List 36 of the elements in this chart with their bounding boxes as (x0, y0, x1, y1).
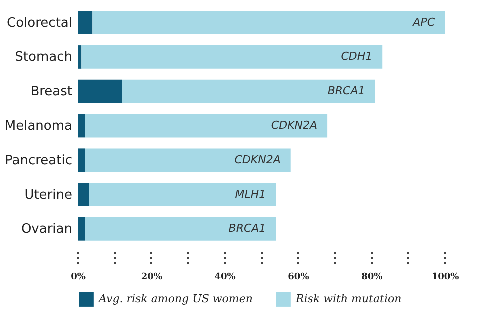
bar (82, 46, 383, 69)
y-tick-label: Melanoma (4, 119, 72, 134)
annotation: CDH1 (341, 50, 373, 64)
y-tick-label: Breast (30, 84, 72, 100)
x-tick-label: 0% (71, 272, 86, 282)
bar (92, 11, 445, 35)
annotation: BRCA1 (328, 84, 366, 98)
bar (85, 114, 328, 138)
annotation: MLH1 (235, 188, 266, 201)
bar (78, 114, 86, 138)
annotation: CDKN2A (234, 153, 281, 166)
x-tick-label: 80% (362, 272, 384, 282)
x-tick-label: 40% (214, 272, 236, 282)
x-tick-label: 100% (432, 272, 460, 282)
bar (78, 183, 90, 206)
bar (78, 80, 122, 104)
bar (85, 148, 291, 172)
bar (89, 183, 276, 206)
y-tick-label: Uterine (24, 188, 72, 203)
bar (85, 217, 276, 241)
legend-label: Avg. risk among US women (98, 292, 253, 306)
legend-label: Risk with mutation (295, 292, 402, 306)
annotation: CDKN2A (271, 119, 318, 132)
annotation: APC (412, 16, 436, 29)
bar (78, 217, 86, 241)
y-tick-label: Stomach (15, 50, 72, 66)
y-tick-label: Pancreatic (5, 153, 72, 168)
y-tick-label: Ovarian (21, 222, 72, 238)
annotation: BRCA1 (228, 222, 266, 236)
bar (78, 11, 93, 35)
bar (122, 80, 376, 104)
y-tick-label: Colorectal (7, 16, 72, 31)
bar (78, 148, 86, 172)
x-tick-label: 60% (288, 272, 310, 282)
x-tick-label: 20% (141, 272, 163, 282)
bar (78, 46, 82, 69)
